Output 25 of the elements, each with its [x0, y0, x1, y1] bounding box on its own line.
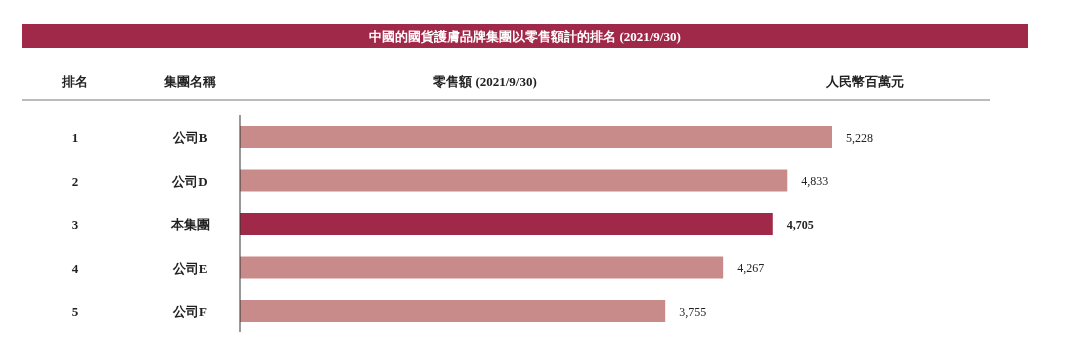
bar: [240, 213, 773, 235]
y-tick-label: 公司D: [171, 173, 208, 189]
y-axis-title: 集團名稱: [163, 74, 216, 89]
bar: [240, 300, 666, 322]
text: 3: [71, 217, 79, 232]
bar: [240, 256, 724, 279]
data-label: 4,705: [786, 217, 814, 232]
bar: [240, 169, 788, 192]
text: 5: [71, 304, 79, 319]
y-tick-label: 公司F: [172, 304, 208, 319]
data-label: 4,267: [737, 261, 765, 275]
text: 4: [71, 260, 79, 276]
data-label: 4,833: [801, 174, 829, 188]
data-label: 5,228: [846, 130, 873, 145]
text: 排名: [61, 74, 88, 89]
y-tick-label: 公司E: [171, 260, 208, 276]
chart-title: 中國的國貨護膚品牌集團以零售額計的排名 (2021/9/30): [369, 29, 681, 44]
text: 1: [71, 130, 79, 145]
y-tick-label: 公司B: [171, 130, 208, 145]
text: 人民幣百萬元: [825, 74, 904, 89]
data-label: 3,755: [679, 304, 707, 319]
text: 2: [71, 173, 79, 189]
bar: [240, 126, 832, 148]
y-tick-label: 本集團: [169, 217, 210, 232]
x-axis-title: 零售額 (2021/9/30): [432, 74, 537, 89]
